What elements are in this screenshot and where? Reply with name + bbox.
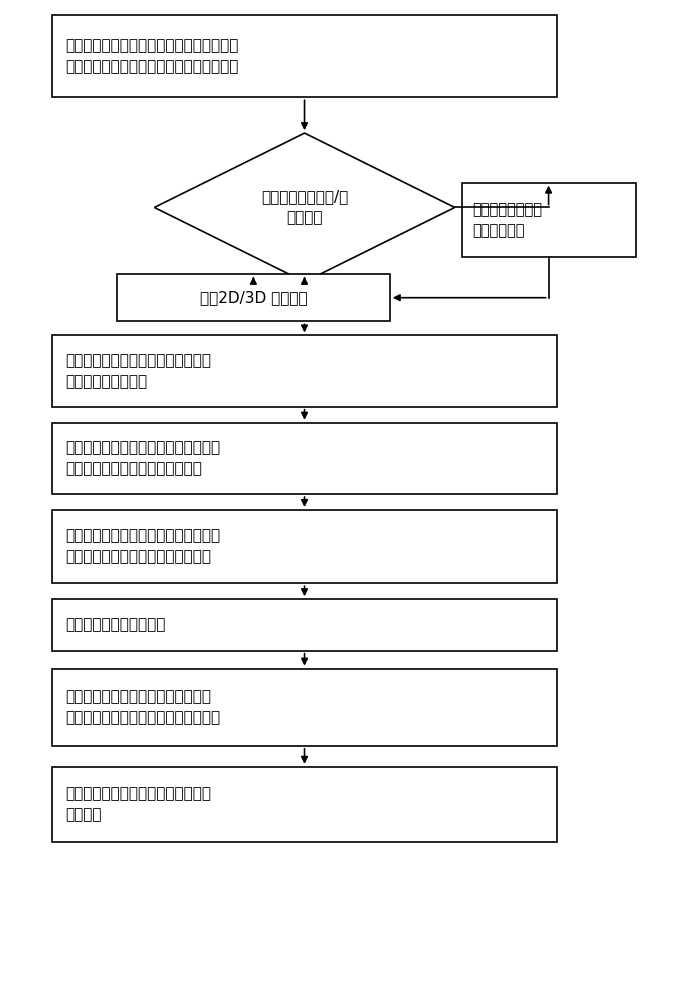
Bar	[52, 423, 557, 494]
Text: 在热电偶预留的焊盘上制备引线焊接
接头，将引线以合理形式连接采集器。: 在热电偶预留的焊盘上制备引线焊接 接头，将引线以合理形式连接采集器。	[66, 689, 220, 725]
Polygon shape	[154, 133, 455, 282]
Bar	[52, 767, 557, 842]
Bar	[52, 669, 557, 746]
Text: 根据电子浆料的功能相熔点、理论升温
曲线来确定激光的工艺参数，并实施: 根据电子浆料的功能相熔点、理论升温 曲线来确定激光的工艺参数，并实施	[66, 529, 220, 565]
Text: 根据电子浆料的粘度、与基体的粘附性
设计微笔直写的工艺参数，并实施: 根据电子浆料的粘度、与基体的粘附性 设计微笔直写的工艺参数，并实施	[66, 440, 220, 476]
Bar	[52, 335, 557, 407]
Text: 分析基体材质特征；分析热电偶使用的温度
区间；分析被测区间表面特征、形貌特征。: 分析基体材质特征；分析热电偶使用的温度 区间；分析被测区间表面特征、形貌特征。	[66, 38, 239, 74]
Text: 对热结点进行激光点焊。: 对热结点进行激光点焊。	[66, 617, 166, 632]
Text: 在直写热电偶的外表面制备耐高温的
包封层。: 在直写热电偶的外表面制备耐高温的 包封层。	[66, 786, 211, 822]
Text: 建立2D/3D 外形模型: 建立2D/3D 外形模型	[200, 290, 307, 305]
Bar	[52, 510, 557, 583]
Bar	[117, 274, 390, 321]
Bar	[52, 15, 557, 97]
Text: 判断是否需要抛光/制
备绝缘层: 判断是否需要抛光/制 备绝缘层	[261, 189, 348, 225]
Bar	[52, 599, 557, 651]
Bar	[462, 183, 636, 257]
Text: 表面处理：抛光；
制备绝缘层。: 表面处理：抛光； 制备绝缘层。	[472, 202, 542, 238]
Text: 根据使用温度和表面特性设计热电偶
形式，改性对应浆料: 根据使用温度和表面特性设计热电偶 形式，改性对应浆料	[66, 353, 211, 389]
